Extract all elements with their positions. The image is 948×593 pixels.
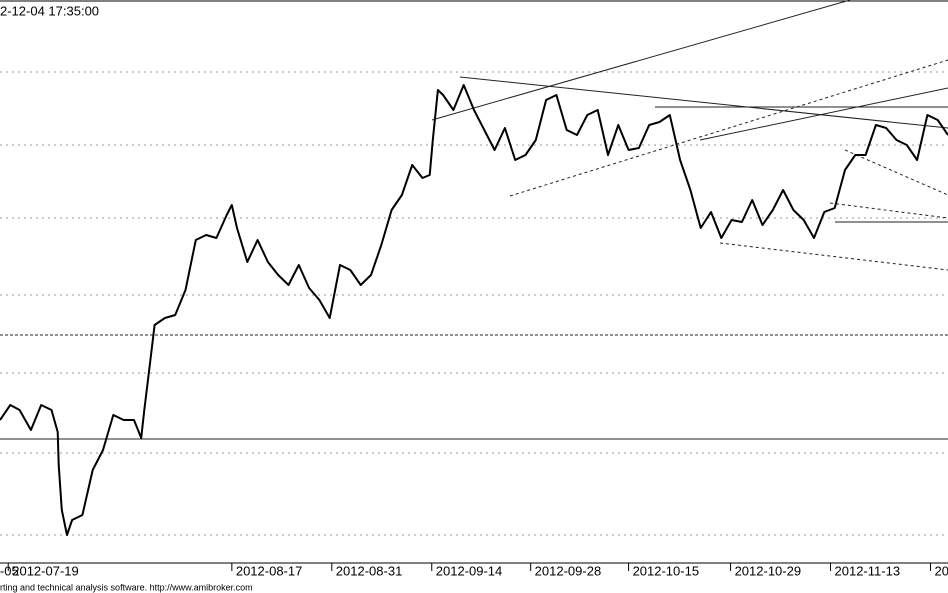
x-tick-label: 2012-11-13 bbox=[835, 563, 901, 578]
x-tick-label: 2012-09-28 bbox=[535, 563, 602, 578]
price-line bbox=[0, 84, 948, 536]
footer: rting and technical analysis software. h… bbox=[0, 582, 253, 592]
x-tick-label: 20 bbox=[934, 563, 948, 578]
x-tick-label: 2012-10-15 bbox=[633, 563, 700, 578]
grid bbox=[0, 71, 948, 536]
x-tick-label: -05 bbox=[0, 563, 19, 578]
chart-title: 2-12-04 17:35:00 bbox=[0, 3, 99, 18]
x-tick-label: 2012-09-14 bbox=[436, 563, 503, 578]
x-tick-label: 2012-10-29 bbox=[735, 563, 802, 578]
x-tick-label: 2012-08-31 bbox=[336, 563, 403, 578]
x-tick-label: 2012-07-19 bbox=[12, 563, 79, 578]
trend-lines bbox=[0, 0, 948, 440]
x-tick-label: 2012-08-17 bbox=[236, 563, 303, 578]
